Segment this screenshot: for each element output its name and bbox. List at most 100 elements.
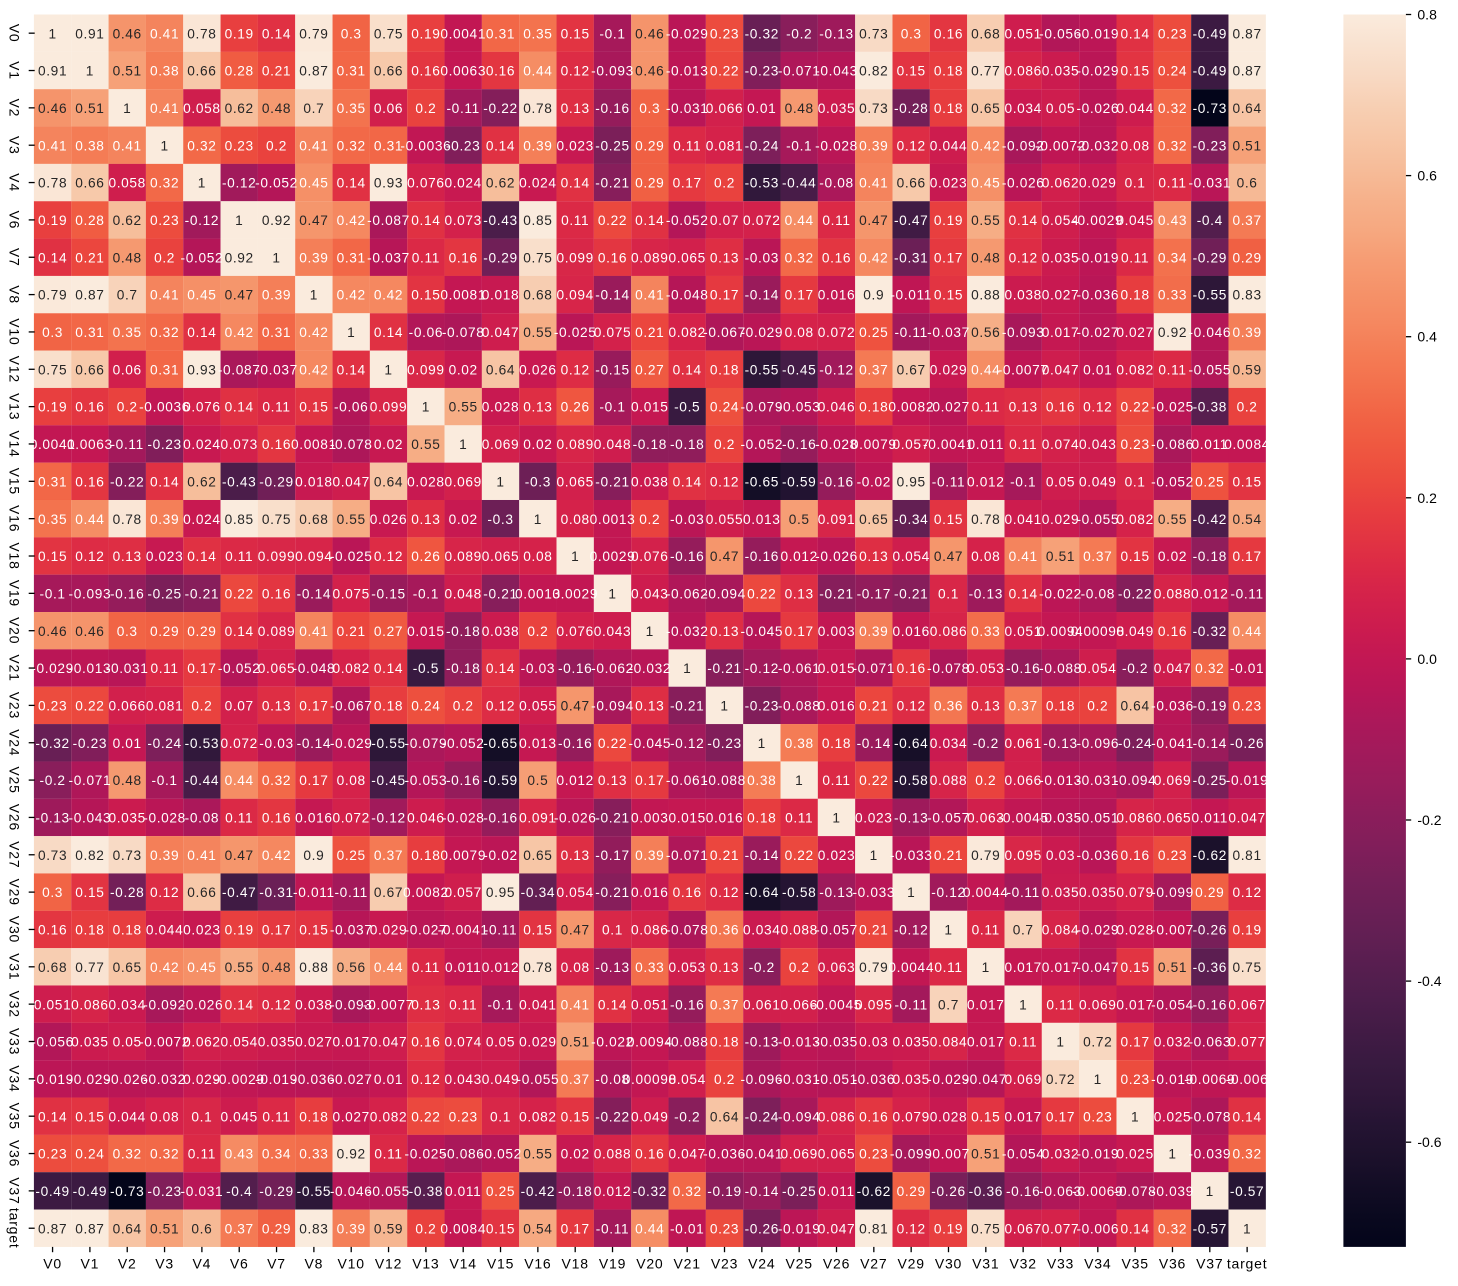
- svg-text:0.23: 0.23: [38, 1147, 67, 1162]
- svg-text:0.17: 0.17: [785, 288, 814, 303]
- svg-text:0.0013: 0.0013: [590, 512, 636, 527]
- svg-text:0.15: 0.15: [561, 26, 590, 41]
- svg-text:V24: V24: [748, 1255, 775, 1271]
- svg-text:0.035: 0.035: [1042, 64, 1080, 79]
- svg-text:0.72: 0.72: [1083, 1035, 1112, 1050]
- svg-text:0.26: 0.26: [411, 549, 440, 564]
- svg-text:0.072: 0.072: [220, 736, 258, 751]
- svg-text:0.7: 0.7: [1013, 923, 1034, 938]
- svg-text:0.026: 0.026: [519, 362, 557, 377]
- svg-text:0.024: 0.024: [519, 176, 557, 191]
- svg-text:1: 1: [1131, 1109, 1139, 1124]
- svg-text:0.24: 0.24: [1158, 64, 1187, 79]
- svg-text:0.37: 0.37: [710, 997, 739, 1012]
- svg-text:0.35: 0.35: [38, 512, 67, 527]
- svg-text:0.012: 0.012: [1191, 587, 1229, 602]
- svg-text:0.065: 0.065: [818, 1147, 856, 1162]
- svg-text:0.016: 0.016: [631, 885, 669, 900]
- svg-text:0.15: 0.15: [38, 549, 67, 564]
- svg-text:0.15: 0.15: [1120, 960, 1149, 975]
- svg-text:0.11: 0.11: [1158, 362, 1186, 377]
- svg-text:0.16: 0.16: [934, 26, 963, 41]
- svg-text:-0.052: -0.052: [181, 250, 224, 265]
- svg-text:0.33: 0.33: [635, 960, 664, 975]
- svg-text:0.47: 0.47: [934, 549, 963, 564]
- svg-text:0.076: 0.076: [407, 176, 445, 191]
- svg-text:-0.036: -0.036: [1076, 848, 1119, 863]
- svg-text:0.082: 0.082: [1116, 362, 1154, 377]
- svg-text:-0.5: -0.5: [413, 661, 439, 676]
- svg-text:-0.0029: -0.0029: [214, 1072, 265, 1087]
- svg-text:0.48: 0.48: [262, 960, 291, 975]
- svg-text:0.47: 0.47: [561, 699, 590, 714]
- svg-text:0.18: 0.18: [747, 811, 776, 826]
- svg-text:-0.06: -0.06: [334, 400, 368, 415]
- svg-text:0.22: 0.22: [1120, 400, 1149, 415]
- svg-text:0.08: 0.08: [561, 960, 590, 975]
- svg-text:0.049: 0.049: [631, 1109, 669, 1124]
- svg-text:0.66: 0.66: [187, 885, 216, 900]
- svg-text:1: 1: [1019, 997, 1027, 1012]
- svg-text:-0.38: -0.38: [409, 1184, 443, 1199]
- svg-text:0.077: 0.077: [1228, 1035, 1266, 1050]
- svg-text:0.053: 0.053: [967, 661, 1005, 676]
- svg-text:-0.01: -0.01: [670, 1221, 704, 1236]
- svg-text:0.37: 0.37: [1009, 699, 1038, 714]
- svg-text:V26: V26: [823, 1255, 850, 1271]
- svg-text:0.14: 0.14: [262, 26, 291, 41]
- svg-text:-0.24: -0.24: [1118, 736, 1152, 751]
- svg-text:0.08: 0.08: [785, 325, 814, 340]
- svg-text:-0.13: -0.13: [35, 811, 69, 826]
- svg-text:1: 1: [758, 736, 766, 751]
- svg-text:0.027: 0.027: [332, 1109, 370, 1124]
- svg-text:0.41: 0.41: [150, 26, 179, 41]
- svg-text:0.034: 0.034: [930, 736, 968, 751]
- svg-text:-0.028: -0.028: [143, 811, 186, 826]
- svg-text:-0.49: -0.49: [1193, 26, 1227, 41]
- svg-text:-0.62: -0.62: [857, 1184, 891, 1199]
- svg-text:0.15: 0.15: [299, 400, 328, 415]
- svg-text:0.13: 0.13: [1009, 400, 1038, 415]
- svg-text:0.79: 0.79: [299, 26, 328, 41]
- svg-text:1: 1: [347, 325, 355, 340]
- svg-text:0.7: 0.7: [938, 997, 959, 1012]
- svg-text:1: 1: [160, 138, 168, 153]
- svg-text:0.17: 0.17: [262, 923, 291, 938]
- svg-text:V24: V24: [7, 729, 23, 756]
- svg-text:-0.029: -0.029: [69, 1072, 112, 1087]
- svg-text:0.13: 0.13: [113, 549, 142, 564]
- svg-text:0.79: 0.79: [859, 960, 888, 975]
- svg-text:1: 1: [459, 437, 467, 452]
- svg-text:0.78: 0.78: [38, 176, 67, 191]
- svg-text:1: 1: [907, 885, 915, 900]
- svg-text:0.82: 0.82: [75, 848, 104, 863]
- svg-text:-0.02: -0.02: [857, 474, 891, 489]
- svg-text:-0.007: -0.007: [927, 1147, 970, 1162]
- svg-text:-0.086: -0.086: [1151, 437, 1194, 452]
- svg-text:-0.032: -0.032: [628, 661, 671, 676]
- svg-text:0.058: 0.058: [108, 176, 146, 191]
- svg-text:-0.49: -0.49: [1193, 64, 1227, 79]
- svg-text:-0.1: -0.1: [487, 997, 513, 1012]
- svg-text:-0.24: -0.24: [147, 736, 181, 751]
- svg-text:V12: V12: [375, 1255, 402, 1271]
- svg-text:0.55: 0.55: [225, 960, 254, 975]
- svg-text:0.017: 0.017: [967, 1035, 1005, 1050]
- svg-text:-0.047: -0.047: [964, 1072, 1007, 1087]
- svg-text:0.069: 0.069: [482, 437, 520, 452]
- svg-text:0.36: 0.36: [934, 699, 963, 714]
- svg-text:-0.23: -0.23: [147, 437, 181, 452]
- svg-text:0.31: 0.31: [486, 26, 515, 41]
- svg-text:V4: V4: [193, 1255, 212, 1271]
- svg-text:-0.037: -0.037: [330, 923, 373, 938]
- svg-text:0.16: 0.16: [1046, 400, 1075, 415]
- svg-text:0.13: 0.13: [859, 549, 888, 564]
- svg-text:-0.21: -0.21: [185, 587, 219, 602]
- svg-text:1: 1: [496, 474, 504, 489]
- svg-text:0.14: 0.14: [1120, 1221, 1149, 1236]
- svg-text:-0.019: -0.019: [31, 1072, 74, 1087]
- svg-text:0.22: 0.22: [598, 213, 627, 228]
- svg-text:0.0029: 0.0029: [552, 587, 598, 602]
- svg-text:0.2: 0.2: [1237, 400, 1258, 415]
- svg-text:0.79: 0.79: [38, 288, 67, 303]
